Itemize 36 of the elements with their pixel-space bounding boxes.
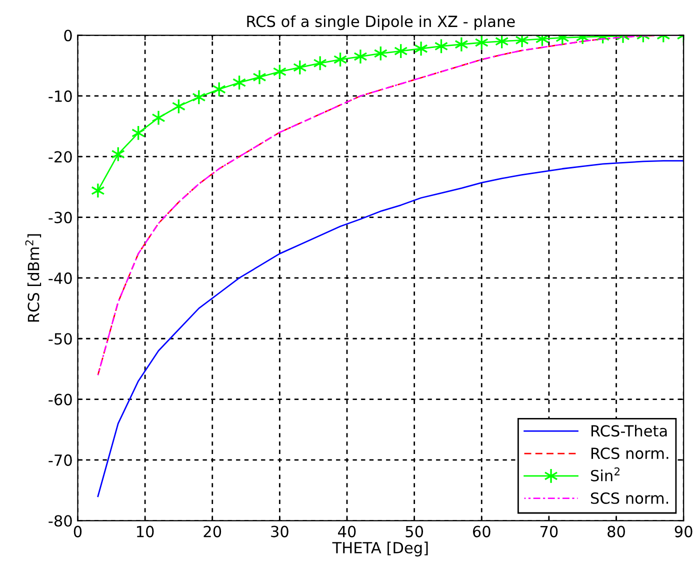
- y-tick-label: -10: [48, 90, 72, 102]
- x-tick-label: 0: [74, 526, 82, 538]
- x-tick-label: 50: [406, 526, 424, 538]
- point: [414, 40, 428, 56]
- point: [354, 48, 368, 64]
- y-tick-label: -50: [48, 333, 72, 345]
- y-axis-title: RCS [dBm$^{2}$]: [25, 234, 42, 322]
- legend-label: RCS-Theta: [591, 424, 667, 437]
- point: [454, 36, 468, 52]
- x-tick-label: 60: [472, 526, 490, 538]
- point: [474, 35, 488, 50]
- y-tick-label: -70: [48, 454, 72, 466]
- legend-label: SCS norm.: [590, 492, 668, 504]
- legend-label: RCS norm.: [591, 448, 668, 460]
- x-axis-title: THETA [Deg]: [332, 542, 428, 556]
- y-tick-label: 0: [64, 30, 72, 42]
- point: [494, 35, 509, 50]
- x-tick-label: 40: [338, 526, 356, 538]
- y-tick-label: -40: [48, 272, 72, 284]
- x-tick-label: 30: [271, 526, 288, 538]
- x-tick-label: 90: [674, 526, 692, 538]
- chart-title: RCS of a single Dipole in XZ - plane: [247, 15, 515, 30]
- x-tick-label: 10: [137, 526, 154, 538]
- y-tick-label: -60: [48, 394, 72, 406]
- y-tick-label: -80: [48, 515, 72, 527]
- point: [152, 110, 166, 126]
- legend-label: Sin$^{2}$: [590, 467, 620, 482]
- y-tick-label: -30: [48, 212, 72, 224]
- x-tick-label: 20: [204, 526, 222, 538]
- point: [515, 35, 529, 48]
- point: [313, 55, 327, 71]
- x-tick-label: 80: [608, 526, 625, 538]
- point: [252, 69, 266, 85]
- y-tick-label: -20: [48, 151, 72, 163]
- x-tick-label: 70: [540, 526, 558, 538]
- point: [91, 182, 105, 198]
